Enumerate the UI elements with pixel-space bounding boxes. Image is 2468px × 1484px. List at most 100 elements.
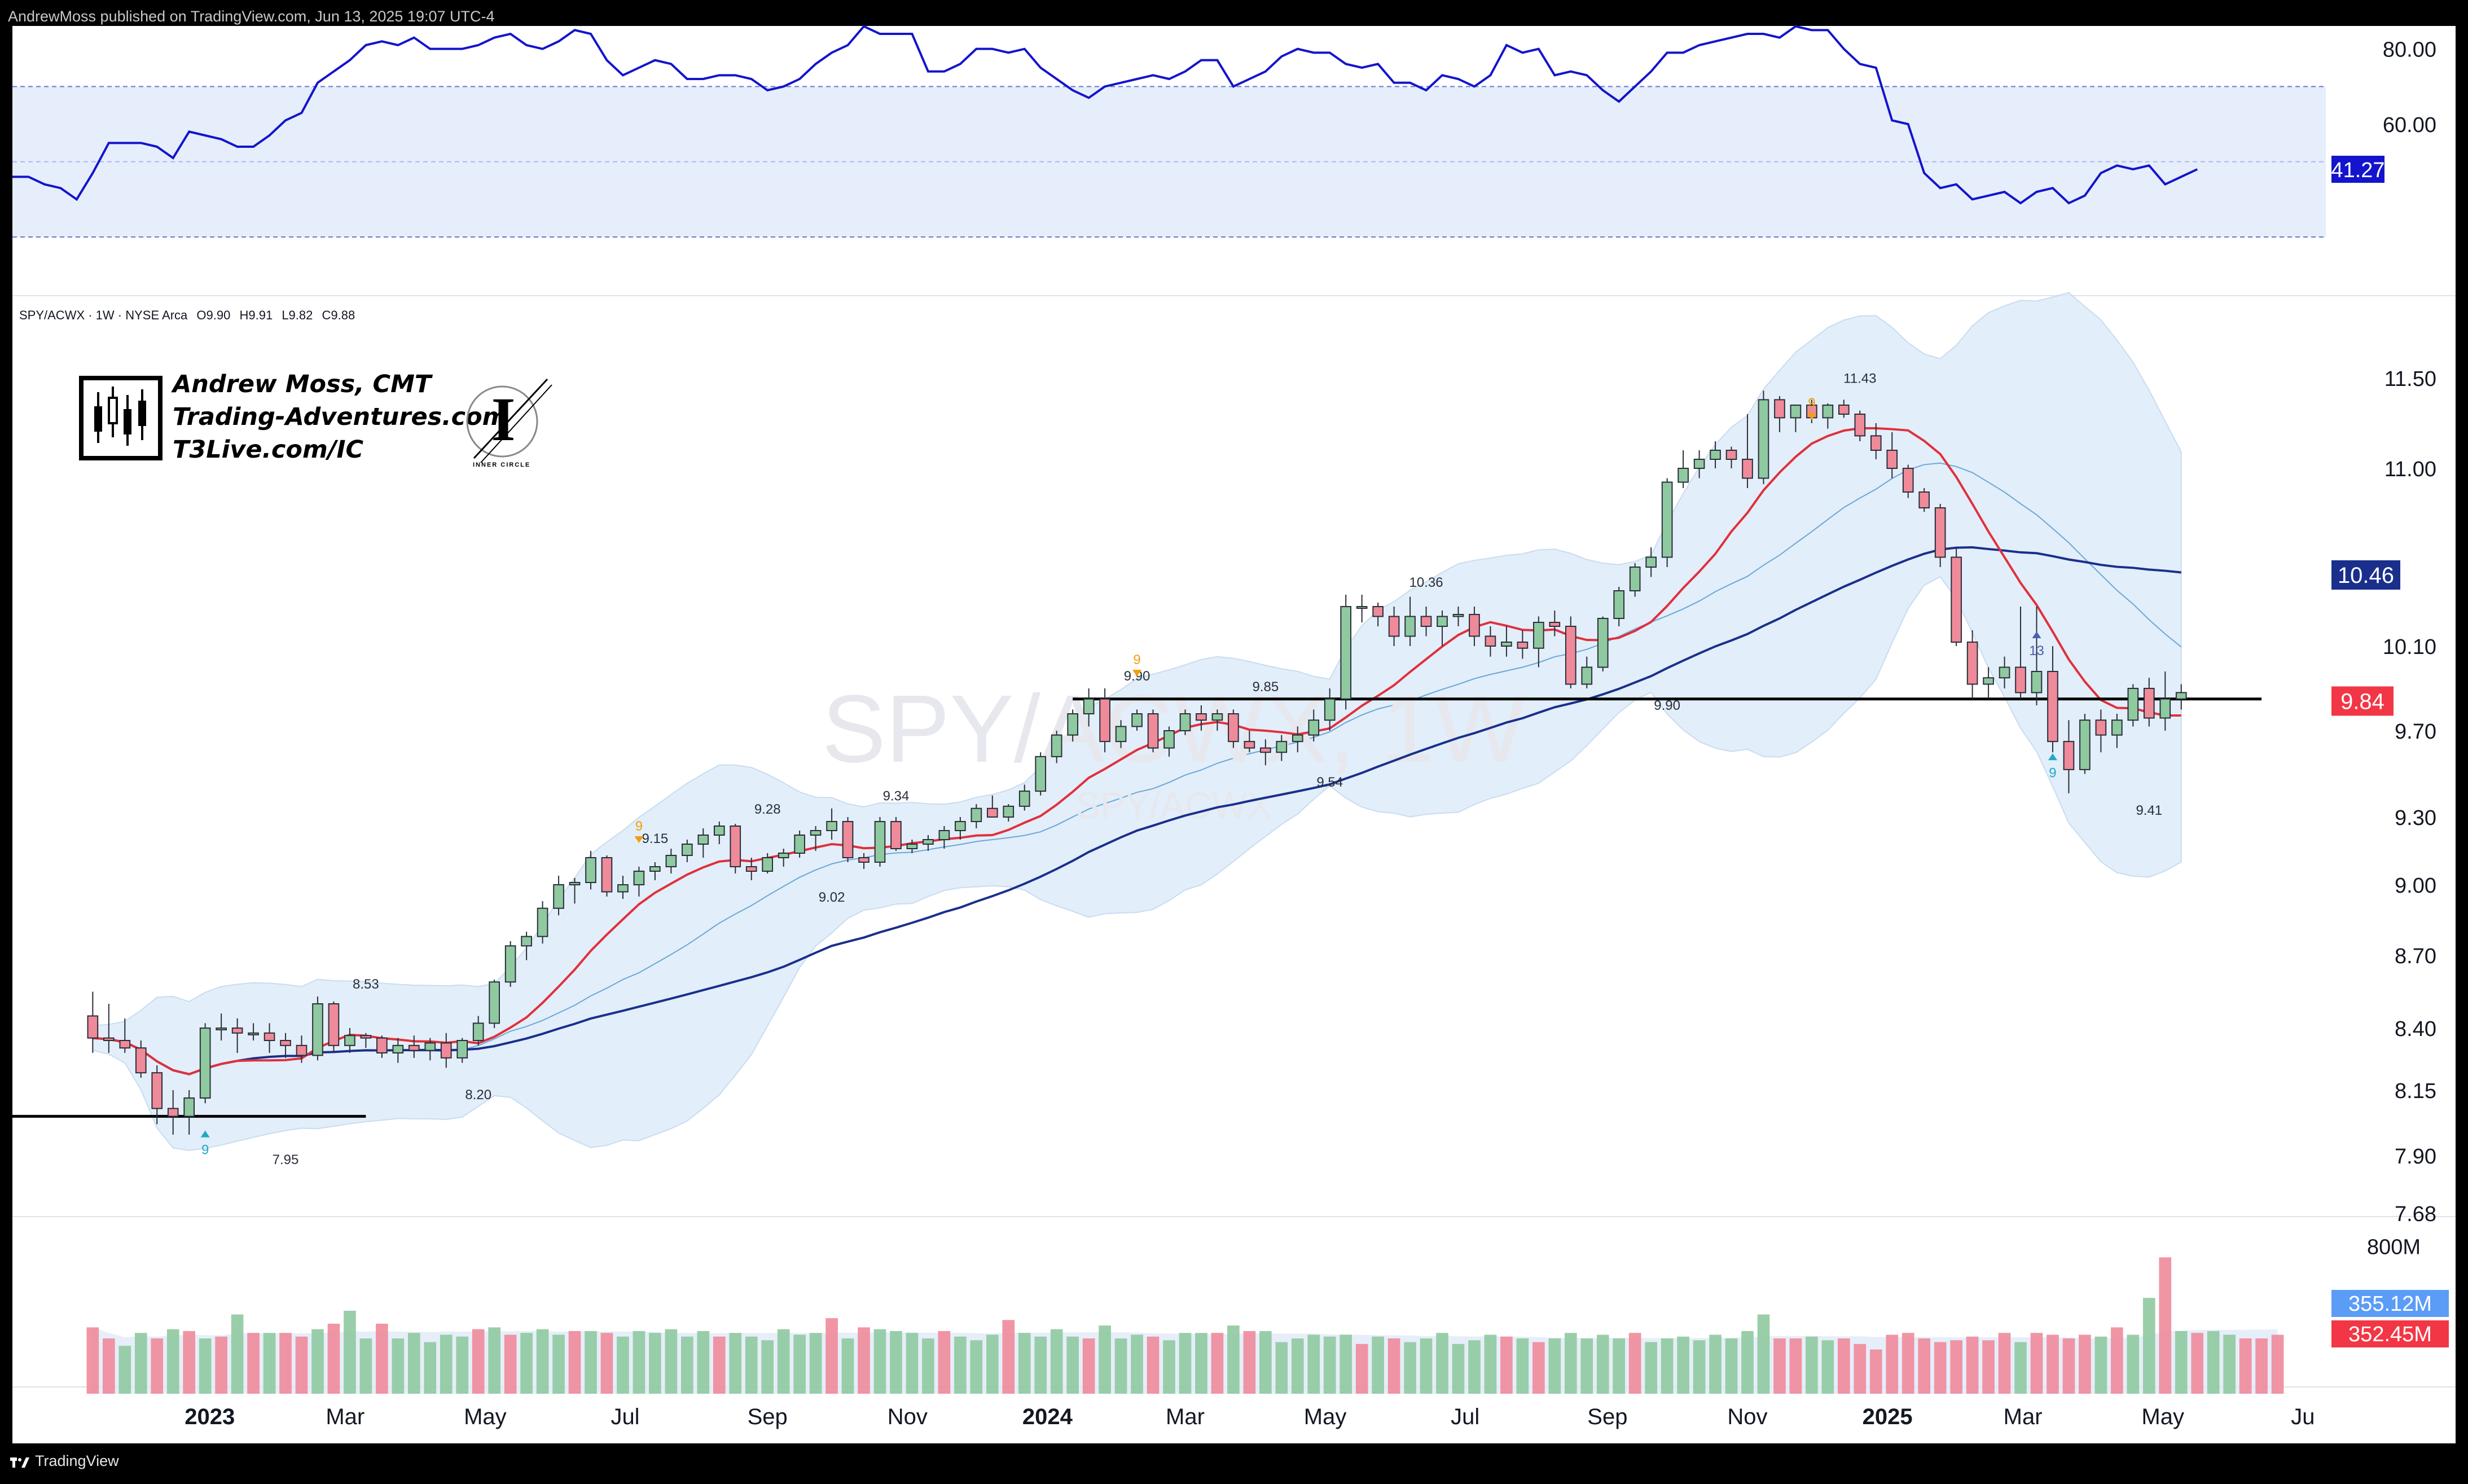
candle-body [2143, 688, 2155, 719]
candle [970, 804, 982, 828]
td-sell-arrow-icon [1132, 670, 1142, 677]
volume-bar [729, 1333, 742, 1394]
price-annotation: 9.90 [1654, 698, 1680, 713]
price-annotation: 7.95 [273, 1152, 299, 1167]
candle [504, 941, 516, 987]
price-tick-label: 7.68 [2395, 1202, 2436, 1226]
candle [424, 1038, 436, 1061]
volume-bar [633, 1331, 645, 1394]
volume-bar [1002, 1320, 1015, 1394]
candle [1260, 739, 1271, 766]
candle-body [344, 1035, 355, 1046]
candle-body [1035, 756, 1047, 792]
candle [1244, 731, 1255, 753]
candle [1292, 726, 1303, 753]
tradingview-footer: TradingView [10, 1452, 119, 1470]
candle-body [1645, 556, 1657, 568]
candle-body [923, 839, 934, 845]
candle [1918, 488, 1930, 512]
candle-body [665, 855, 677, 867]
candle-body [280, 1040, 291, 1046]
candle-body [778, 853, 789, 858]
candle-body [1581, 666, 1593, 685]
candle [1018, 784, 1030, 811]
candle [1308, 709, 1320, 742]
candle-body [1051, 734, 1062, 757]
candle-body [1260, 747, 1271, 753]
candle [1533, 616, 1544, 668]
candle-body [1629, 567, 1641, 591]
candle [1211, 709, 1223, 731]
volume-bar [1934, 1342, 1947, 1394]
candle-body [1452, 614, 1464, 617]
volume-bar [1806, 1336, 1818, 1394]
candle-body [1179, 713, 1191, 731]
volume-bar [1628, 1333, 1641, 1394]
price-annotation: 11.43 [1843, 371, 1876, 386]
tradingview-brand[interactable]: TradingView [35, 1452, 119, 1469]
candle [1629, 563, 1641, 597]
candle-body [585, 857, 596, 883]
candle-body [2047, 671, 2058, 743]
candle-body [472, 1022, 484, 1042]
candle [2047, 646, 2058, 753]
time-axis-label: Jul [611, 1404, 639, 1429]
candle-body [1083, 698, 1095, 714]
candle-body [408, 1044, 420, 1051]
ma-value-label: 10.46 [2338, 563, 2394, 588]
candle-body [1211, 713, 1223, 721]
volume-bar [440, 1334, 453, 1394]
volume-bar [520, 1333, 533, 1394]
candle-body [1228, 713, 1239, 743]
candle [87, 991, 99, 1053]
candle [1372, 603, 1384, 626]
candle-body [1003, 805, 1015, 818]
td-sequential-label: 9 [1808, 396, 1815, 411]
tradingview-logo-icon [10, 1455, 29, 1468]
volume-bar [2142, 1298, 2155, 1394]
candle [1340, 595, 1352, 710]
candle-body [1404, 616, 1416, 637]
candle [986, 795, 998, 818]
volume-bar [1050, 1329, 1063, 1394]
candle [248, 1023, 259, 1040]
volume-bar [970, 1340, 983, 1394]
candle [1115, 720, 1127, 748]
candle [2015, 607, 2026, 699]
candle [167, 1090, 179, 1135]
candle [1758, 390, 1769, 484]
candle-body [1115, 726, 1127, 743]
volume-bar [1677, 1336, 1689, 1394]
legend-symbol[interactable]: SPY/ACWX · 1W · NYSE Arca [19, 308, 188, 322]
candle [617, 876, 629, 899]
volume-bar [1307, 1334, 1320, 1394]
inner-circle-label: INNER CIRCLE [473, 462, 531, 468]
candle-body [826, 821, 837, 831]
volume-bar [311, 1329, 324, 1394]
candle-body [1999, 666, 2010, 679]
candle-body [1067, 713, 1078, 736]
volume-bar [1789, 1338, 1802, 1394]
candle-body [2111, 719, 2123, 736]
volume-bar [745, 1336, 758, 1394]
candle-body [456, 1040, 468, 1059]
volume-bar [2094, 1336, 2107, 1394]
candle [119, 1018, 131, 1053]
candle-body [1549, 622, 1561, 627]
candle [537, 901, 548, 944]
volume-bar [1821, 1340, 1834, 1394]
candle-body [730, 826, 741, 867]
volume-bar [2191, 1333, 2204, 1394]
candle-body [1533, 622, 1544, 649]
candle-body [890, 821, 902, 849]
candle [151, 1065, 163, 1125]
candle-body [762, 857, 774, 872]
candle-body [1838, 405, 1850, 415]
volume-bar [1227, 1325, 1240, 1394]
volume-bar [504, 1334, 517, 1394]
volume-bar [1693, 1340, 1706, 1394]
candle [1452, 607, 1464, 626]
candle-body [2175, 692, 2187, 700]
candle [890, 817, 902, 851]
candle [1179, 709, 1191, 735]
